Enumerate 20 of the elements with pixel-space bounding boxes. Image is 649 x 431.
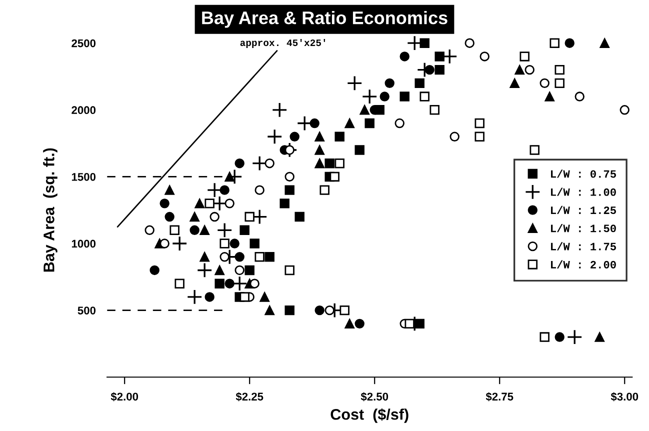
x-tick-label: $2.50 [360,392,388,402]
x-tick-label: $3.00 [610,392,638,402]
x-axis-title: Cost ($/sf) [330,408,408,423]
legend-label: L/W : 0.75 [551,170,616,178]
annotation: approx. 45'x25' [240,38,326,48]
legend-label: L/W : 2.00 [551,260,616,268]
legend-label: L/W : 1.75 [551,242,616,250]
y-tick-label: 2500 [72,39,96,48]
legend-label: L/W : 1.00 [551,188,616,196]
y-tick-label: 2000 [72,106,96,114]
y-axis-title: Bay Area (sq. ft.) [43,148,58,272]
x-tick-label: $2.75 [486,392,514,402]
y-tick-label: 500 [78,306,96,314]
chart-title: Bay Area & Ratio Economics [202,10,448,28]
legend-label: L/W : 1.25 [551,206,616,214]
y-tick-label: 1500 [72,172,96,181]
legend-label: L/W : 1.50 [551,224,616,232]
y-tick-label: 1000 [72,240,96,248]
x-tick-label: $2.00 [110,392,138,402]
x-tick-label: $2.25 [236,392,264,402]
